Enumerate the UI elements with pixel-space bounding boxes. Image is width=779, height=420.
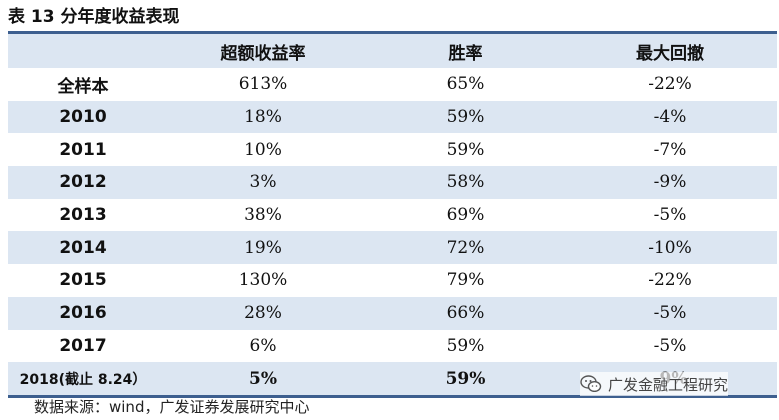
watermark-text: 广发金融工程研究 <box>608 375 729 394</box>
header-cell-max-drawdown: 最大回撤 <box>636 43 704 64</box>
table-title: 表 13 分年度收益表现 <box>8 7 180 27</box>
win-rate-cell: 59% <box>445 368 486 389</box>
max-drawdown-cell: -7% <box>653 139 687 160</box>
annual-performance-table: 超额收益率 胜率 最大回撤 全样本 613% 65% -22% 2010 18%… <box>8 31 777 398</box>
max-drawdown-cell: -9% <box>653 172 687 193</box>
excess-return-cell: 3% <box>249 172 277 193</box>
wechat-icon <box>580 375 602 393</box>
excess-return-cell: 613% <box>238 74 288 95</box>
source-note: 数据来源：wind，广发证券发展研究中心 <box>34 398 310 416</box>
excess-return-cell: 38% <box>244 205 282 226</box>
row-label: 2017 <box>59 335 107 356</box>
table-row: 2016 28% 66% -5% <box>8 296 777 330</box>
row-label: 2014 <box>59 237 107 258</box>
max-drawdown-cell: -4% <box>653 107 687 128</box>
row-label: 2015 <box>59 270 107 291</box>
table-row: 2012 3% 58% -9% <box>8 166 777 199</box>
excess-return-cell: 19% <box>244 237 282 258</box>
watermark: 广发金融工程研究 <box>580 372 729 396</box>
max-drawdown-cell: -5% <box>653 335 687 356</box>
win-rate-cell: 59% <box>446 139 485 160</box>
win-rate-cell: 66% <box>446 303 485 324</box>
excess-return-cell: 5% <box>249 368 277 389</box>
excess-return-cell: 6% <box>249 335 277 356</box>
max-drawdown-cell: -22% <box>648 74 692 95</box>
win-rate-cell: 59% <box>446 107 485 128</box>
excess-return-cell: 10% <box>244 139 282 160</box>
table-row: 2013 38% 69% -5% <box>8 199 777 232</box>
row-label: 2010 <box>59 107 107 128</box>
win-rate-cell: 72% <box>446 237 485 258</box>
max-drawdown-cell: -10% <box>648 237 692 258</box>
excess-return-cell: 18% <box>244 107 282 128</box>
table-row: 全样本 613% 65% -22% <box>8 68 777 101</box>
max-drawdown-cell: -5% <box>653 205 687 226</box>
max-drawdown-cell: -22% <box>648 270 692 291</box>
table-header-row: 超额收益率 胜率 最大回撤 <box>8 34 777 68</box>
table-row: 2017 6% 59% -5% <box>8 330 777 363</box>
header-cell-excess-return: 超额收益率 <box>220 43 306 64</box>
win-rate-cell: 79% <box>446 270 485 291</box>
row-label: 2018(截止 8.24） <box>19 371 147 388</box>
table-row: 2010 18% 59% -4% <box>8 100 777 134</box>
win-rate-cell: 59% <box>446 335 485 356</box>
row-label: 2012 <box>59 172 107 193</box>
header-cell-win-rate: 胜率 <box>448 43 483 64</box>
row-label: 2011 <box>59 139 107 160</box>
win-rate-cell: 58% <box>446 172 485 193</box>
excess-return-cell: 130% <box>238 270 288 291</box>
excess-return-cell: 28% <box>244 303 282 324</box>
table-row: 2014 19% 72% -10% <box>8 231 777 265</box>
row-label: 2016 <box>59 303 107 324</box>
table-row: 2015 130% 79% -22% <box>8 264 777 297</box>
row-label: 2013 <box>59 205 107 226</box>
win-rate-cell: 69% <box>446 205 485 226</box>
table-row: 2011 10% 59% -7% <box>8 133 777 166</box>
max-drawdown-cell: -5% <box>653 303 687 324</box>
win-rate-cell: 65% <box>446 74 485 95</box>
row-label: 全样本 <box>57 76 109 97</box>
